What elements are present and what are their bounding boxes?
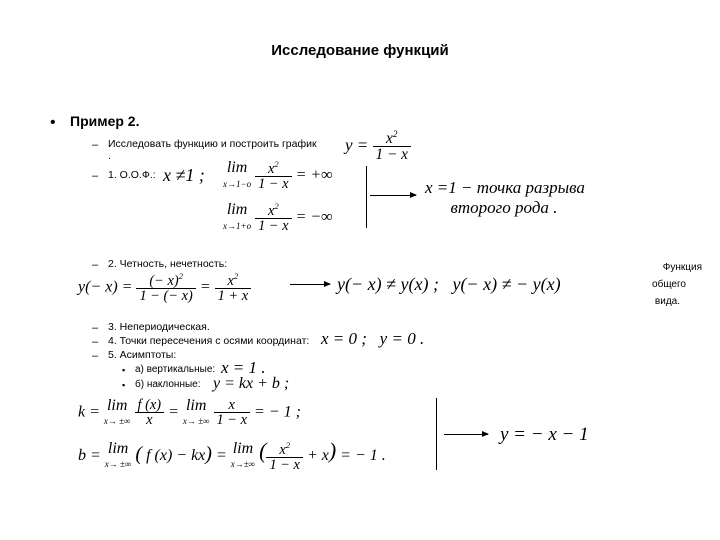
sub-bullet-a: ▪ xyxy=(122,365,125,375)
formula-lim2: limx→1+o x21 − x = −∞ xyxy=(223,202,333,234)
brace-limits xyxy=(366,166,367,228)
item-axes: 4. Точки пересечения с осями координат: xyxy=(108,335,309,347)
formula-parity-out: y(− x) ≠ y(x) ; y(− x) ≠ − y(x) xyxy=(337,274,561,295)
dash-3: – xyxy=(92,259,98,271)
dash-6: – xyxy=(92,350,98,362)
item-research: Исследовать функцию и построить график. xyxy=(108,138,317,162)
page-title: Исследование функций xyxy=(0,42,720,59)
formula-slope: y = kx + b ; xyxy=(213,375,289,393)
formula-final: y = − x − 1 xyxy=(500,424,589,446)
formula-zeros: x = 0 ; y = 0 . xyxy=(321,329,424,349)
text-research: Исследовать функцию и построить график xyxy=(108,138,317,150)
note-general: общего xyxy=(652,279,686,290)
formula-b: b = limx→ ±∞ ( f (x) − kx) = limx→±∞ (x2… xyxy=(78,440,386,472)
bullet-main: • xyxy=(50,114,56,132)
item-asymptotes: 5. Асимптоты: xyxy=(108,349,176,361)
item-parity: 2. Четность, нечетность: xyxy=(108,258,227,270)
sub-bullet-b: ▪ xyxy=(122,380,125,390)
brace-kb xyxy=(436,398,437,470)
dash-5: – xyxy=(92,336,98,348)
arrow-break xyxy=(370,195,416,196)
formula-parity-eq: y(− x) = (− x)21 − (− x) = x21 + x xyxy=(78,272,251,304)
formula-break: x =1 − точка разрыва второго рода . xyxy=(425,178,585,218)
note-func: Функция xyxy=(663,262,702,273)
dash-2: – xyxy=(92,170,98,182)
example-label: Пример 2. xyxy=(70,113,139,129)
item-inclined: б) наклонные: xyxy=(135,379,201,390)
item-oof: 1. О.О.Ф.: xyxy=(108,169,156,181)
dash-1: – xyxy=(92,139,98,151)
dash-4: – xyxy=(92,322,98,334)
arrow-parity xyxy=(290,284,330,285)
formula-k: k = limx→ ±∞ f (x)x = limx→ ±∞ x1 − x = … xyxy=(78,398,301,428)
formula-main: y = x21 − x xyxy=(345,130,411,163)
note-type: вида. xyxy=(655,296,680,307)
formula-xneq: x ≠1 ; xyxy=(163,165,205,186)
item-vertical: а) вертикальные: xyxy=(135,364,215,375)
item-nonperiodic: 3. Непериодическая. xyxy=(108,321,210,333)
formula-lim1: limx→1−o x21 − x = +∞ xyxy=(223,160,333,192)
arrow-final xyxy=(444,434,488,435)
